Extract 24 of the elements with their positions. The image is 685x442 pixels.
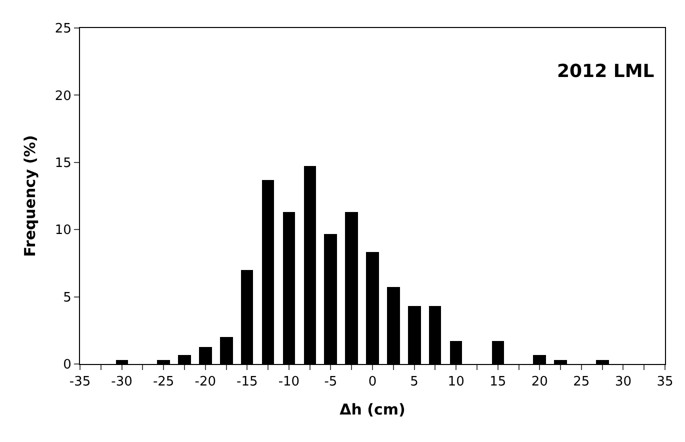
- x-tick-label: -15: [236, 374, 258, 390]
- x-tick-label: 20: [531, 374, 548, 390]
- x-tick-label: 10: [448, 374, 464, 390]
- x-tick-label: -10: [278, 374, 300, 390]
- x-tick-label: 5: [410, 374, 418, 390]
- x-axis-title: Δh (cm): [340, 400, 406, 419]
- x-tick-label: -35: [69, 374, 91, 390]
- x-tick-label: 35: [656, 374, 674, 390]
- y-tick-label: 20: [54, 88, 72, 104]
- y-axis-title: Frequency (%): [21, 135, 40, 257]
- x-tick-label: -20: [194, 374, 216, 390]
- text: 2012 LML: [557, 61, 654, 82]
- x-tick-label: -25: [152, 374, 174, 390]
- x-tick-label: -5: [324, 374, 338, 390]
- y-tick-label: 25: [54, 22, 72, 37]
- y-tick-label: 0: [63, 358, 72, 373]
- x-tick-label: 15: [490, 374, 506, 390]
- y-tick-label: 10: [54, 223, 72, 238]
- x-tick-label: -30: [111, 374, 132, 390]
- y-tick-label: 5: [63, 290, 72, 306]
- x-tick-label: 30: [614, 374, 632, 390]
- x-tick-label: 25: [573, 374, 590, 390]
- y-tick-label: 15: [54, 156, 72, 171]
- x-tick-label: 0: [368, 374, 377, 390]
